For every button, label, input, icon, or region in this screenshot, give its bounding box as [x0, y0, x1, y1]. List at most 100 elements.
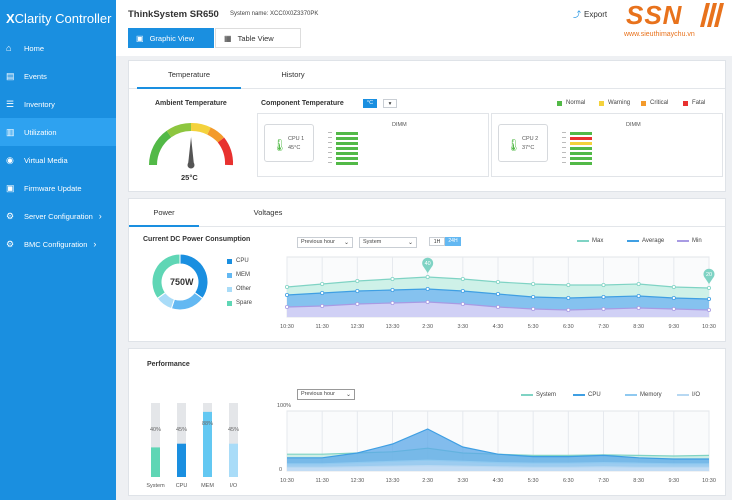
data-point[interactable]	[425, 287, 430, 292]
x-tick-label: 3:30	[457, 478, 468, 484]
dimm-slot-bar[interactable]	[336, 152, 358, 155]
donut-slice-mem[interactable]	[170, 291, 204, 311]
data-point[interactable]	[284, 285, 289, 290]
data-point[interactable]	[636, 281, 641, 286]
max-marker[interactable]: 40	[422, 257, 434, 273]
table-view-icon: ▦	[224, 33, 232, 43]
data-point[interactable]	[495, 279, 500, 284]
data-point[interactable]	[355, 302, 360, 307]
bar-system[interactable]	[151, 447, 160, 477]
data-point[interactable]	[460, 289, 465, 294]
legend-line-swatch	[577, 240, 589, 242]
latest-marker[interactable]: 20	[703, 268, 715, 284]
series-legend-system[interactable]: System	[521, 392, 556, 398]
data-point[interactable]	[355, 289, 360, 294]
performance-range-select[interactable]: Previous hour ⌄	[297, 389, 355, 400]
data-point[interactable]	[320, 281, 325, 286]
data-point[interactable]	[390, 288, 395, 293]
graphic-view-button[interactable]: ▣ Graphic View	[128, 28, 214, 48]
data-point[interactable]	[390, 301, 395, 306]
data-point[interactable]	[495, 292, 500, 297]
graphic-view-label: Graphic View	[149, 33, 195, 43]
sidebar-item-bmc-config[interactable]: ⚙ BMC Configuration ›	[0, 230, 116, 258]
series-legend-cpu[interactable]: CPU	[573, 392, 601, 398]
series-legend-io[interactable]: I/O	[677, 392, 700, 398]
data-point[interactable]	[636, 306, 641, 311]
data-point[interactable]	[460, 276, 465, 281]
data-point[interactable]	[284, 293, 289, 298]
tab-voltages[interactable]: Voltages	[253, 208, 283, 217]
data-point[interactable]	[706, 297, 711, 302]
tab-temperature[interactable]: Temperature	[137, 61, 241, 89]
sidebar-item-label: Firmware Update	[24, 183, 82, 193]
data-point[interactable]	[636, 294, 641, 299]
bar-cpu[interactable]	[177, 443, 186, 477]
sidebar-item-server-config[interactable]: ⚙ Server Configuration ›	[0, 202, 116, 230]
data-point[interactable]	[566, 296, 571, 301]
data-point[interactable]	[425, 300, 430, 305]
table-view-button[interactable]: ▦ Table View	[215, 28, 301, 48]
data-point[interactable]	[425, 274, 430, 279]
unit-dropdown[interactable]: ▾	[383, 99, 397, 108]
power-range-select[interactable]: Previous hour ⌄	[297, 237, 353, 248]
dimm-slot-bar[interactable]	[570, 152, 592, 155]
data-point[interactable]	[531, 281, 536, 286]
data-point[interactable]	[706, 286, 711, 291]
range-toggle-24h[interactable]: 24H	[445, 237, 461, 246]
data-point[interactable]	[320, 291, 325, 296]
dimm-slot-bar[interactable]	[570, 147, 592, 150]
cpu2-card[interactable]	[498, 124, 548, 162]
data-point[interactable]	[601, 295, 606, 300]
dimm-slot-bar[interactable]	[570, 162, 592, 165]
data-point[interactable]	[495, 305, 500, 310]
dimm-slot-bar[interactable]	[570, 132, 592, 135]
sidebar-item-firmware[interactable]: ▣ Firmware Update	[0, 174, 116, 202]
series-legend-max[interactable]: Max	[577, 238, 603, 244]
dimm-slot-bar[interactable]	[336, 132, 358, 135]
data-point[interactable]	[566, 308, 571, 313]
data-point[interactable]	[706, 308, 711, 313]
tab-history[interactable]: History	[281, 70, 305, 79]
data-point[interactable]	[671, 296, 676, 301]
sidebar-item-utilization[interactable]: ▥ Utilization	[0, 118, 116, 146]
dimm-slot-bar[interactable]	[336, 162, 358, 165]
sidebar-item-events[interactable]: ▤ Events	[0, 62, 116, 90]
data-point[interactable]	[601, 307, 606, 312]
series-legend-average[interactable]: Average	[627, 238, 664, 244]
data-point[interactable]	[320, 304, 325, 309]
data-point[interactable]	[284, 305, 289, 310]
data-point[interactable]	[601, 283, 606, 288]
sidebar-item-virtual-media[interactable]: ◉ Virtual Media	[0, 146, 116, 174]
data-point[interactable]	[355, 278, 360, 283]
dimm-slot-bar[interactable]	[570, 142, 592, 145]
dimm-slot-bar[interactable]	[570, 157, 592, 160]
dimm-slot-bar[interactable]	[336, 137, 358, 140]
sidebar-item-home[interactable]: ⌂ Home	[0, 34, 116, 62]
donut-slice-spare[interactable]	[151, 253, 181, 300]
tab-power[interactable]: Power	[129, 199, 199, 227]
cpu1-card[interactable]	[264, 124, 314, 162]
export-button[interactable]: ⤴ Export	[573, 9, 607, 20]
data-point[interactable]	[531, 307, 536, 312]
dimm-slot-bar[interactable]	[336, 147, 358, 150]
range-toggle-1h[interactable]: 1H	[429, 237, 445, 246]
power-type-select[interactable]: System ⌄	[359, 237, 417, 248]
dimm-slot-bar[interactable]	[570, 137, 592, 140]
dimm-slot-bar[interactable]	[336, 157, 358, 160]
bar-mem[interactable]	[203, 411, 212, 477]
series-legend-min[interactable]: Min	[677, 238, 702, 244]
performance-history-chart: 10:30 11:30 12:30 13:30 2:30 3:30 4:30 5:30 6:30…	[280, 410, 716, 484]
data-point[interactable]	[671, 307, 676, 312]
dimm-tick	[562, 142, 566, 143]
data-point[interactable]	[460, 302, 465, 307]
dimm-slot-bar[interactable]	[336, 142, 358, 145]
bar-io[interactable]	[229, 443, 238, 477]
data-point[interactable]	[531, 295, 536, 300]
sidebar-item-inventory[interactable]: ☰ Inventory	[0, 90, 116, 118]
series-legend-memory[interactable]: Memory	[625, 392, 662, 398]
data-point[interactable]	[671, 285, 676, 290]
data-point[interactable]	[390, 276, 395, 281]
logo-stripes	[700, 3, 724, 27]
unit-toggle-selected[interactable]: °C	[363, 99, 377, 108]
data-point[interactable]	[566, 283, 571, 288]
